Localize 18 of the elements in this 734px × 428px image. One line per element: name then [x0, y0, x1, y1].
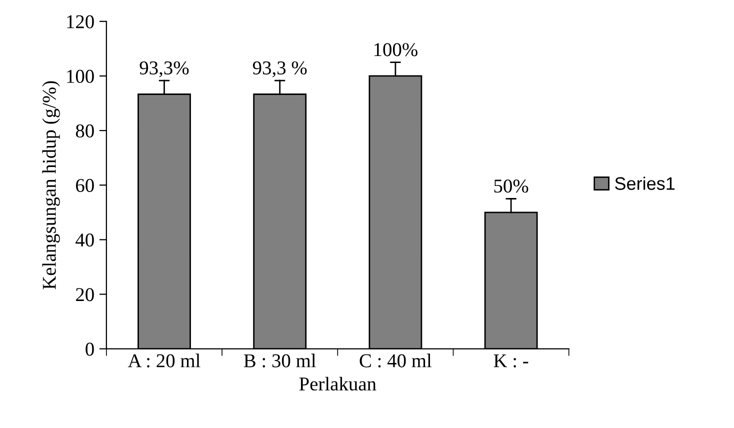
y-tick-label: 60 [76, 178, 94, 192]
y-tick-label: 20 [76, 288, 94, 302]
y-tick-label: 100 [67, 70, 94, 83]
y-tick-label: 0 [86, 342, 94, 356]
data-label: 100% [374, 43, 418, 56]
y-axis-title: Kelangsungan hidup (g/%) [42, 81, 60, 290]
x-tick-label: A : 20 ml [128, 354, 200, 368]
y-tick-label: 80 [76, 124, 94, 138]
x-axis-title: Perlakuan [299, 376, 376, 391]
data-label: 50% [494, 180, 528, 193]
y-tick-label: 40 [76, 233, 94, 247]
x-tick-label: K : - [494, 354, 528, 368]
data-label: 93,3% [140, 61, 189, 78]
data-label: 93,3 % [252, 61, 307, 78]
legend-label: Series1 [615, 176, 675, 190]
x-tick-label: C : 40 ml [360, 354, 432, 368]
y-tick-label: 120 [67, 15, 94, 28]
x-tick-label: B : 30 ml [244, 354, 316, 368]
